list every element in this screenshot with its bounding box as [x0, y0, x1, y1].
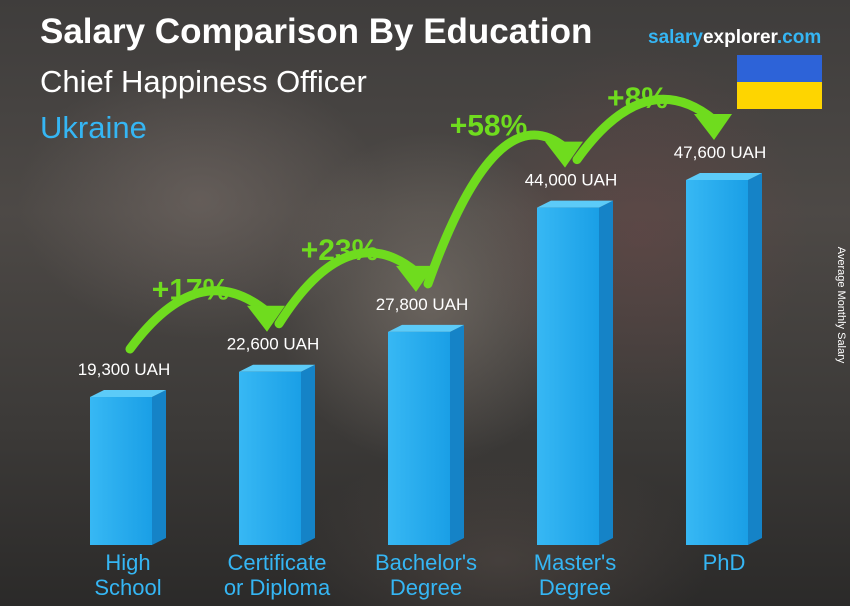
- arrow-head: [247, 305, 285, 332]
- category-label-1-line-1: High: [105, 550, 150, 575]
- brand-part-explorer: explorer: [702, 27, 777, 48]
- bar-front: [90, 397, 152, 545]
- bar-front: [537, 207, 599, 545]
- job-title: Chief Happiness Officer: [40, 64, 367, 99]
- value-label-3: 27,800 UAH: [376, 295, 469, 314]
- flag-stripe-blue: [737, 55, 822, 82]
- bar-1: [90, 390, 166, 545]
- bar-3: [388, 324, 464, 545]
- category-label-1-line-2: School: [94, 575, 161, 600]
- bar-side: [301, 364, 315, 545]
- brand-part-com: .com: [776, 27, 822, 48]
- chart-title: Salary Comparison By Education: [40, 12, 593, 51]
- category-label-3-line-1: Bachelor's: [375, 550, 477, 575]
- increase-label-1: +17%: [152, 274, 230, 307]
- bar-side: [450, 324, 464, 545]
- country-label: Ukraine: [40, 110, 147, 145]
- bar-front: [686, 180, 748, 545]
- value-label-2: 22,600 UAH: [227, 335, 320, 354]
- bar-top: [537, 200, 613, 208]
- value-label-5: 47,600 UAH: [674, 143, 767, 162]
- increase-label-3: +58%: [450, 110, 528, 143]
- arrow-curve: [274, 248, 421, 329]
- category-label-4-line-1: Master's: [534, 550, 616, 575]
- arrow-curve: [125, 286, 272, 354]
- arrow-curve: [423, 130, 570, 289]
- bar-top: [90, 390, 166, 398]
- category-label-3-line-2: Degree: [390, 575, 462, 600]
- ukraine-flag-icon: [737, 55, 822, 109]
- brand-part-salary: salary: [648, 27, 703, 48]
- arrow-head: [545, 141, 583, 168]
- category-label-2-line-2: or Diploma: [224, 575, 331, 600]
- arrow-curve: [572, 94, 719, 165]
- bar-2: [239, 364, 315, 545]
- arrow-head: [694, 114, 732, 140]
- value-label-4: 44,000 UAH: [525, 171, 618, 190]
- increase-arrow-3: [423, 130, 583, 289]
- category-label-2-line-1: Certificate: [227, 550, 326, 575]
- category-label-4-line-2: Degree: [539, 575, 611, 600]
- bar-top: [239, 364, 315, 372]
- bar-front: [388, 331, 450, 545]
- bar-4: [537, 200, 613, 545]
- bar-top: [388, 324, 464, 332]
- bar-side: [748, 173, 762, 545]
- brand-logo[interactable]: salaryexplorer.com: [648, 27, 821, 49]
- increase-arrow-4: [572, 94, 732, 165]
- bar-side: [599, 200, 613, 545]
- arrow-head: [396, 265, 434, 292]
- bar-5: [686, 173, 762, 545]
- increase-arrow-1: [125, 286, 285, 354]
- bar-top: [686, 173, 762, 180]
- bar-side: [152, 390, 166, 545]
- increase-arrow-2: [274, 248, 434, 329]
- value-label-1: 19,300 UAH: [78, 360, 171, 379]
- increase-label-4: +8%: [607, 82, 668, 115]
- flag-stripe-yellow: [737, 82, 822, 109]
- increase-label-2: +23%: [301, 234, 379, 267]
- category-label-5-line-1: PhD: [703, 550, 746, 575]
- bar-front: [239, 371, 301, 545]
